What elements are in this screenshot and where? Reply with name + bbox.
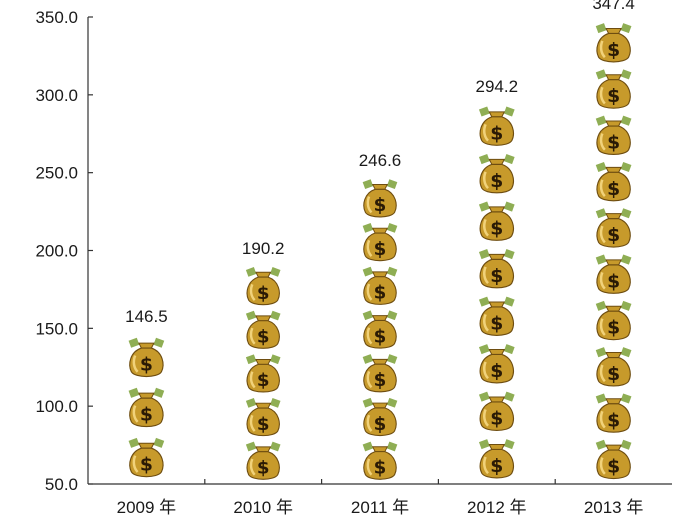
money-bag-icon: [244, 309, 282, 350]
money-bag-icon: [594, 299, 633, 341]
money-bag-icon: [361, 396, 399, 437]
money-bag-icon: [477, 200, 516, 242]
money-bag-icon: [244, 353, 282, 394]
money-bag-icon: [594, 392, 633, 434]
bars: [127, 21, 633, 481]
x-tick-label: 2010 年: [233, 498, 293, 517]
bar-4: [477, 105, 516, 480]
money-bag-icon: [361, 178, 399, 219]
x-tick-label: 2009 年: [117, 498, 177, 517]
bar-5: [594, 21, 633, 480]
bar-2: [244, 265, 282, 481]
money-bag-icon: [244, 440, 282, 481]
y-tick-label: 350.0: [35, 8, 78, 27]
money-bag-icon: [477, 152, 516, 195]
x-tick-label: 2013 年: [584, 498, 644, 517]
x-tick-label: 2011 年: [351, 498, 409, 517]
money-bag-icon: [361, 440, 399, 481]
data-label: 190.2: [242, 239, 285, 258]
data-label: 246.6: [359, 151, 402, 170]
money-bag-icon: [477, 342, 516, 385]
money-bag-icon: [477, 390, 516, 432]
money-bag-icon: [244, 265, 282, 306]
money-bag-icon: [477, 105, 516, 147]
money-bag-icon: [594, 21, 633, 64]
data-labels: 146.5 190.2 246.6 294.2 347.4: [125, 0, 635, 326]
money-bag-icon: [361, 352, 399, 394]
money-bag-icon: [127, 386, 166, 428]
money-bag-icon: [477, 247, 516, 290]
money-bag-icon: [361, 221, 399, 262]
money-bag-icon: [594, 160, 633, 203]
money-bag-icon: [594, 68, 633, 110]
money-bag-icon: [477, 437, 516, 480]
x-axis-ticks: 2009 年 2010 年 2011 年 2012 年 2013 年: [117, 479, 644, 517]
money-bag-icon: [594, 345, 633, 388]
bar-1: [127, 336, 166, 478]
money-bag-icon: [594, 253, 633, 295]
money-bag-icon: [244, 396, 282, 437]
money-bag-icon: [594, 207, 633, 249]
data-label: 294.2: [476, 77, 519, 96]
money-bag-icon: [594, 114, 633, 156]
y-tick-label: 250.0: [35, 164, 78, 183]
data-label: 347.4: [592, 0, 635, 13]
data-label: 146.5: [125, 307, 168, 326]
y-tick-label: 50.0: [45, 475, 78, 494]
money-bag-icon: [127, 336, 166, 378]
y-tick-label: 200.0: [35, 242, 78, 261]
money-bag-icon: [594, 438, 633, 480]
bar-3: [361, 178, 399, 481]
x-tick-label: 2012 年: [467, 498, 527, 517]
money-bag-icon: [361, 265, 399, 306]
y-axis-ticks: 50.0 100.0 150.0 200.0 250.0 300.0 350.0: [35, 8, 93, 494]
y-tick-label: 150.0: [35, 319, 78, 338]
money-bag-icon: [361, 309, 399, 350]
y-tick-label: 100.0: [35, 397, 78, 416]
y-tick-label: 300.0: [35, 86, 78, 105]
money-bag-icon: [127, 436, 166, 478]
money-bag-icon: [477, 295, 516, 337]
